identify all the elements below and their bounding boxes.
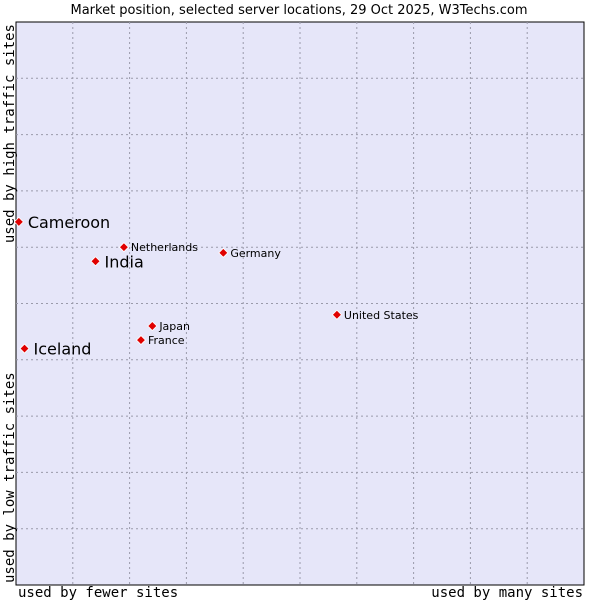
point-label-japan: Japan [158,320,190,333]
x-axis-label-right: used by many sites [431,585,583,600]
point-label-cameroon: Cameroon [28,213,110,232]
point-germany [218,247,229,258]
point-label-united-states: United States [344,309,419,322]
point-japan [147,320,158,332]
gridlines [16,22,584,585]
point-netherlands [118,242,129,253]
y-axis-label-top: used by high traffic sites [2,24,18,243]
point-label-iceland: Iceland [34,340,92,359]
chart-title: Market position, selected server locatio… [70,3,527,18]
x-axis-label-left: used by fewer sites [18,585,178,600]
point-cameroon [13,216,24,227]
point-label-india: India [105,252,144,271]
point-label-germany: Germany [230,247,281,260]
point-label-france: France [148,334,185,347]
point-iceland [19,343,30,354]
point-india [90,256,101,267]
y-axis-label-bottom: used by low traffic sites [2,372,18,583]
data-points: Cameroon India Iceland Netherlands Germany Un… [13,213,419,359]
point-united-states [331,309,342,320]
point-label-netherlands: Netherlands [131,241,198,254]
point-france [135,335,147,346]
